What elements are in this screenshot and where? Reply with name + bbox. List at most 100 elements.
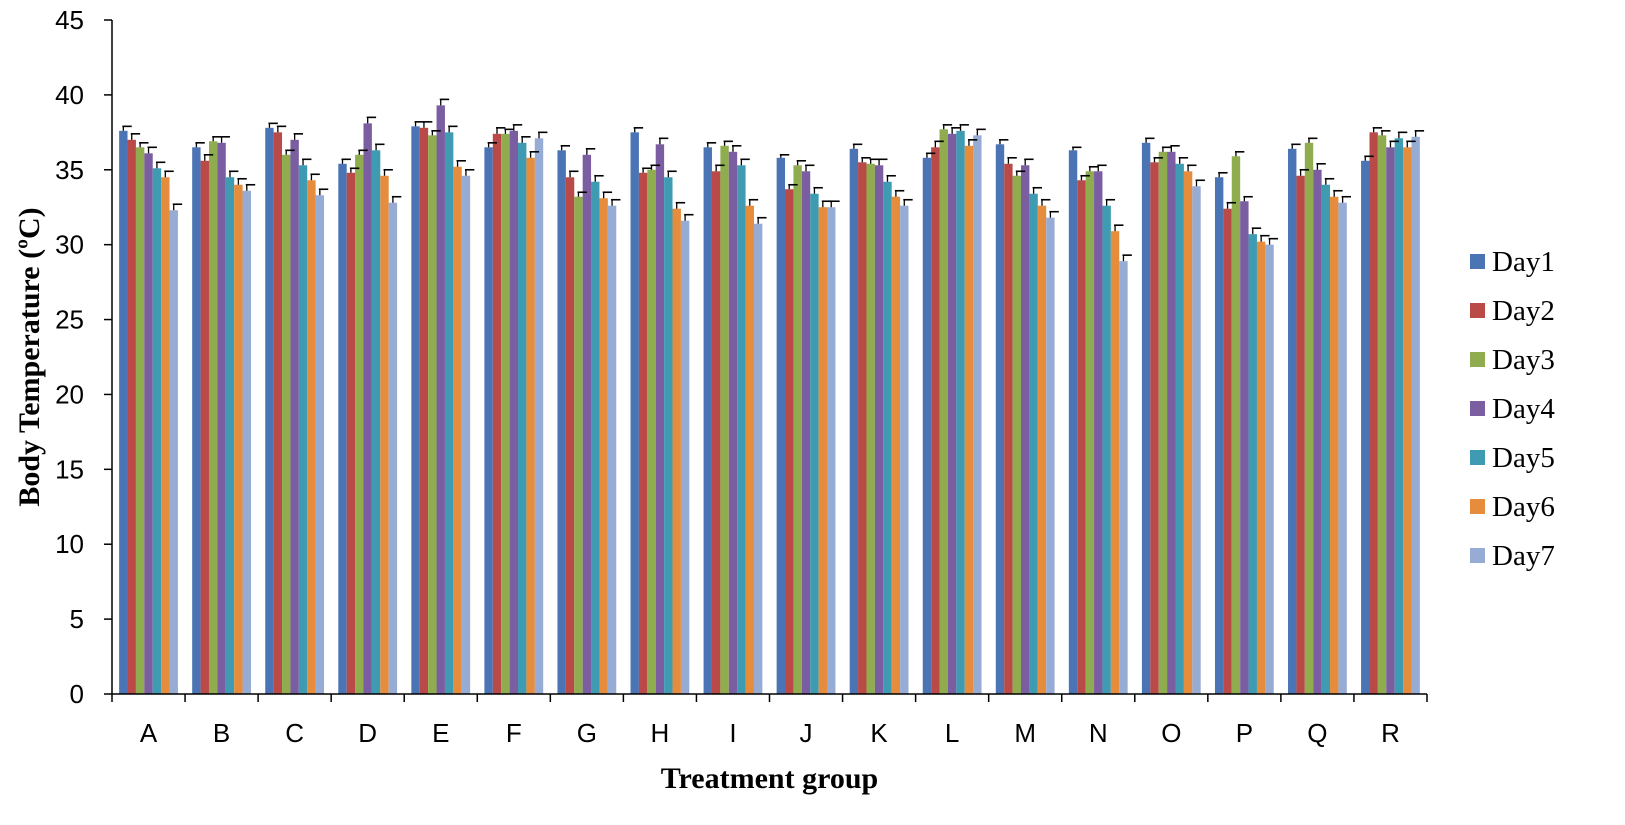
legend-label-day7: Day7 — [1492, 540, 1555, 572]
bar-day5-o — [1175, 163, 1184, 694]
bar-day5-h — [664, 177, 673, 694]
bar-day3-c — [282, 154, 291, 695]
bar-day5-e — [444, 132, 454, 695]
bar-day5-k — [883, 181, 892, 694]
bar-day4-f — [509, 130, 519, 694]
bar-day7-d — [388, 202, 398, 694]
bar-day6-l — [964, 145, 974, 694]
bar-day1-e — [411, 126, 420, 694]
bar-day5-a — [152, 168, 162, 694]
bar-day4-k — [874, 165, 884, 695]
bar-day3-k — [866, 163, 875, 694]
bar-day1-g — [557, 150, 566, 695]
bar-day6-m — [1037, 205, 1047, 695]
bar-day3-e — [428, 135, 437, 695]
bar-day6-g — [599, 198, 608, 695]
legend-swatch-day7 — [1470, 548, 1485, 563]
bar-day6-b — [234, 184, 243, 694]
bar-day2-m — [1004, 163, 1013, 694]
bar-day4-p — [1240, 201, 1249, 694]
bar-day2-f — [492, 133, 502, 694]
bar-day2-n — [1077, 180, 1086, 695]
bar-day2-q — [1296, 175, 1305, 694]
bar-day1-q — [1288, 148, 1297, 694]
bar-day1-r — [1361, 160, 1370, 694]
bar-day7-r — [1411, 136, 1420, 694]
bar-day5-m — [1029, 193, 1038, 694]
error-bars-layer — [122, 98, 1425, 262]
bar-day6-i — [745, 205, 754, 695]
x-tick-label: R — [1381, 718, 1400, 748]
bar-day1-h — [630, 132, 639, 695]
bar-day7-j — [827, 207, 836, 694]
x-tick-label: H — [651, 718, 670, 748]
x-tick-label: N — [1089, 718, 1108, 748]
bar-day2-j — [785, 189, 794, 694]
x-tick-label: I — [729, 718, 736, 748]
legend-label-day2: Day2 — [1492, 295, 1555, 327]
bar-day1-k — [849, 148, 859, 694]
bar-day2-o — [1150, 162, 1159, 695]
bar-day5-j — [810, 193, 819, 694]
bar-day7-e — [461, 175, 471, 694]
y-tick-label: 35 — [55, 155, 84, 185]
bar-day2-i — [711, 171, 721, 694]
bar-day7-h — [680, 220, 690, 695]
legend-label-day6: Day6 — [1492, 491, 1555, 523]
bar-day1-n — [1068, 150, 1078, 695]
x-tick-label: B — [213, 718, 230, 748]
legend-label-day4: Day4 — [1492, 393, 1555, 425]
y-tick-label: 0 — [70, 679, 84, 709]
bar-day3-i — [720, 145, 729, 694]
bar-day6-a — [161, 177, 170, 694]
x-tick-label: E — [432, 718, 449, 748]
x-ticks: A B C D E F G H I J K L M N O P Q R — [111, 694, 1428, 748]
x-tick-label: J — [800, 718, 813, 748]
bar-day4-a — [144, 153, 153, 694]
x-tick-label: G — [577, 718, 597, 748]
y-tick-label: 20 — [55, 379, 84, 409]
x-tick-label: M — [1014, 718, 1036, 748]
bar-day4-e — [436, 105, 445, 694]
legend-label-day1: Day1 — [1492, 246, 1555, 278]
bar-day3-b — [208, 141, 218, 694]
bar-day3-r — [1377, 135, 1387, 695]
bar-day4-q — [1313, 169, 1322, 694]
legend: Day1 Day2 Day3 Day4 Day5 Day6 Day7 — [1470, 246, 1555, 572]
bar-day3-g — [574, 196, 583, 694]
x-axis-title: Treatment group — [661, 762, 879, 795]
bar-day6-c — [307, 180, 316, 695]
bar-day3-m — [1012, 175, 1021, 694]
bar-day4-i — [728, 151, 738, 694]
bar-day2-l — [931, 147, 940, 695]
bar-day3-o — [1158, 151, 1168, 694]
bar-day6-p — [1256, 241, 1266, 694]
y-tick-label: 30 — [55, 230, 84, 260]
bar-day7-l — [973, 135, 982, 695]
legend-label-day5: Day5 — [1492, 442, 1555, 474]
bar-day6-d — [380, 175, 389, 694]
bar-day1-c — [265, 127, 274, 695]
bar-day7-m — [1046, 217, 1055, 694]
bar-day3-n — [1085, 171, 1095, 694]
legend-label-day3: Day3 — [1492, 344, 1555, 376]
bar-day7-k — [900, 205, 909, 695]
x-tick-label: K — [870, 718, 888, 748]
bars-layer — [119, 105, 1420, 695]
bar-day1-i — [703, 147, 712, 695]
bar-day4-h — [655, 144, 665, 694]
bar-day3-p — [1231, 156, 1241, 694]
bar-day2-p — [1223, 208, 1232, 694]
bar-day7-g — [607, 205, 617, 695]
bar-day2-c — [273, 132, 283, 695]
bar-day4-n — [1094, 171, 1103, 694]
x-tick-label: C — [285, 718, 304, 748]
bar-day4-c — [290, 139, 299, 695]
y-tick-label: 40 — [55, 80, 84, 110]
bar-day2-b — [200, 160, 209, 694]
bar-day3-f — [501, 133, 510, 694]
bar-day7-i — [753, 223, 763, 694]
bar-day6-o — [1183, 171, 1193, 694]
bar-day7-b — [242, 190, 251, 694]
